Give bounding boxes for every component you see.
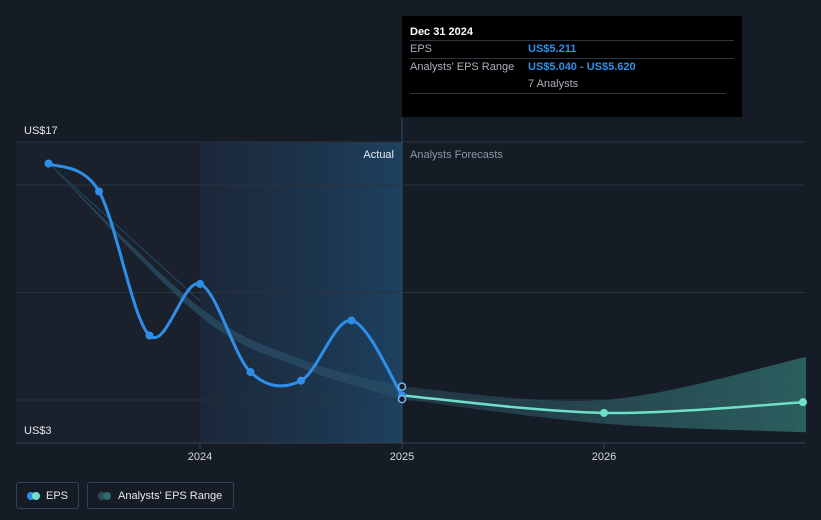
tooltip-eps-value: US$5.211	[528, 43, 577, 55]
legend-range-button[interactable]: Analysts' EPS Range	[87, 482, 234, 509]
eps-range-band-forecast	[402, 357, 806, 433]
eps-line	[47, 162, 404, 397]
range-legend-icon	[98, 491, 112, 500]
actual-region-label: Actual	[363, 149, 394, 161]
tooltip-range-row: Analysts' EPS Range US$5.040 - US$5.620	[410, 58, 734, 76]
forecast-point[interactable]	[600, 408, 608, 417]
tooltip-analysts-row: 7 Analysts	[410, 76, 734, 93]
y-axis-bottom-label: US$3	[24, 425, 52, 437]
tooltip: Dec 31 2024 EPS US$5.211 Analysts' EPS R…	[402, 16, 742, 117]
tooltip-eps-label: EPS	[410, 43, 433, 55]
eps-point[interactable]	[297, 376, 305, 385]
eps-point[interactable]	[95, 187, 103, 196]
tooltip-eps-row: EPS US$5.211	[410, 40, 734, 58]
eps-point[interactable]	[145, 331, 154, 340]
eps-point[interactable]	[196, 279, 204, 288]
eps-legend-icon	[27, 491, 40, 500]
tooltip-divider	[410, 93, 726, 120]
eps-point[interactable]	[44, 159, 53, 168]
x-tick-label: 2025	[390, 451, 414, 463]
forecast-region-label: Analysts Forecasts	[410, 149, 503, 161]
tooltip-range-label: Analysts' EPS Range	[410, 61, 515, 73]
eps-point[interactable]	[246, 368, 255, 377]
eps-range-thin-line	[48, 163, 201, 302]
eps-chart: US$17 US$3 Actual Analysts Forecasts 202…	[16, 118, 807, 463]
tooltip-analysts-count: 7 Analysts	[528, 78, 579, 90]
legend-eps-label: EPS	[45, 489, 68, 502]
tooltip-range-value: US$5.040 - US$5.620	[528, 61, 636, 73]
legend-range-label: Analysts' EPS Range	[118, 489, 223, 502]
forecast-point[interactable]	[799, 398, 807, 407]
x-tick-label: 2026	[592, 451, 616, 463]
y-axis-top-label: US$17	[24, 125, 58, 137]
tooltip-date: Dec 31 2024	[410, 26, 473, 38]
range-hover-point[interactable]	[397, 394, 407, 404]
range-hover-point[interactable]	[397, 382, 407, 391]
eps-point[interactable]	[347, 316, 356, 325]
x-tick-label: 2024	[188, 451, 212, 463]
legend-eps-button[interactable]: EPS	[16, 482, 79, 509]
